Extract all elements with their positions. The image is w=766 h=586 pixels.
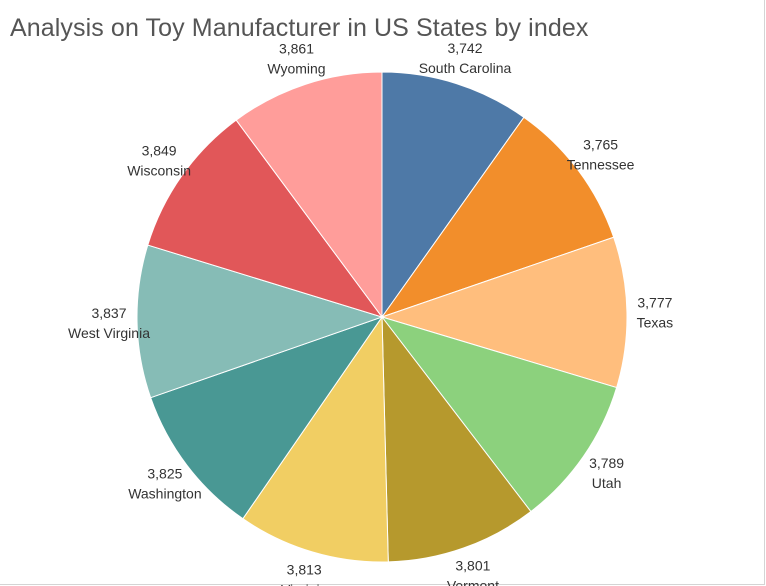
data-label-category: West Virginia — [68, 325, 150, 341]
data-label-category: Wisconsin — [127, 162, 191, 178]
data-label-category: Vermont — [447, 577, 499, 586]
pie-slice-wisconsin[interactable] — [147, 119, 384, 318]
chart-title: Analysis on Toy Manufacturer in US State… — [10, 14, 589, 42]
data-label-value: 3,825 — [147, 466, 182, 482]
data-label-category: Washington — [128, 486, 201, 502]
pie-slice-virginia[interactable] — [242, 315, 389, 563]
pie-labels: 3,742 South Carolina 3,765 Tennessee 3,777 Te… — [68, 40, 673, 586]
data-label-value: 3,849 — [142, 142, 177, 158]
data-label-category: South Carolina — [419, 60, 512, 76]
data-label-category: Virginia — [281, 582, 328, 586]
pie-slice-texas[interactable] — [380, 236, 628, 389]
data-label-value: 3,742 — [447, 40, 482, 56]
data-label-value: 3,765 — [583, 137, 618, 153]
pie-slice-wyoming[interactable] — [235, 71, 383, 319]
data-label-category: Texas — [637, 315, 674, 331]
pie-slices — [136, 71, 628, 563]
data-label-value: 3,861 — [279, 41, 314, 57]
data-label-category: Utah — [592, 475, 622, 491]
data-label-category: Wyoming — [267, 61, 325, 77]
data-label-category: Tennessee — [567, 157, 635, 173]
pie-slice-washington[interactable] — [150, 316, 384, 520]
pie-slice-vermont[interactable] — [381, 315, 532, 563]
data-label-value: 3,777 — [637, 295, 672, 311]
pie-slice-utah[interactable] — [380, 316, 618, 513]
pie-slice-south-carolina[interactable] — [381, 71, 525, 319]
data-label-value: 3,837 — [91, 305, 126, 321]
pie-slice-tennessee[interactable] — [380, 116, 615, 318]
pie-slice-west-virginia[interactable] — [136, 244, 384, 399]
data-label-value: 3,789 — [589, 455, 624, 471]
data-label-value: 3,801 — [455, 557, 490, 573]
data-label-value: 3,813 — [287, 562, 322, 578]
